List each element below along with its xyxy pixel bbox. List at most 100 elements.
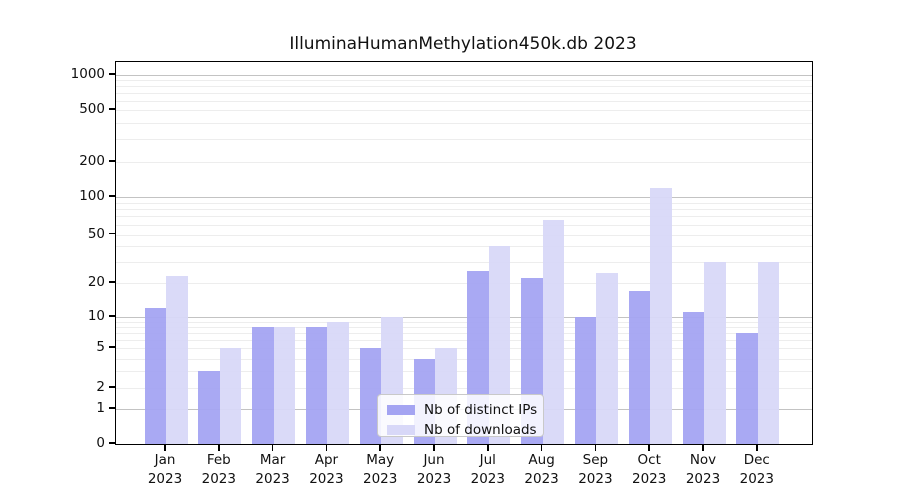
legend-label-downloads: Nb of downloads xyxy=(424,422,537,438)
x-tick-mark xyxy=(756,444,758,451)
gridline-minor xyxy=(116,162,812,163)
bar-distinct-ips xyxy=(682,312,704,444)
gridline-minor xyxy=(116,202,812,204)
legend: Nb of distinct IPs Nb of downloads xyxy=(377,394,544,440)
bar-distinct-ips xyxy=(305,327,328,444)
y-tick-label: 50 xyxy=(87,225,105,242)
y-tick-mark xyxy=(109,442,115,444)
gridline-minor xyxy=(116,340,812,342)
x-tick-mark xyxy=(702,444,704,451)
gridline-minor xyxy=(116,261,812,263)
gridline-minor xyxy=(116,371,812,373)
gridline-minor xyxy=(116,234,812,236)
x-tick-label: Apr 2023 xyxy=(309,452,344,487)
gridline-minor xyxy=(116,348,812,349)
bar-distinct-ips xyxy=(736,333,758,444)
y-tick-label: 2 xyxy=(96,378,105,395)
gridline-minor xyxy=(116,333,812,335)
x-tick-mark xyxy=(433,444,435,451)
x-tick-label: Nov 2023 xyxy=(685,452,721,487)
gridline-major xyxy=(116,74,812,76)
y-tick-mark xyxy=(109,315,115,317)
bar-distinct-ips xyxy=(144,308,166,444)
bar-downloads xyxy=(704,261,726,444)
gridline-minor xyxy=(116,209,812,211)
x-tick-label: Aug 2023 xyxy=(524,452,559,487)
x-tick-label: Mar 2023 xyxy=(255,452,290,487)
x-tick-label: Jun 2023 xyxy=(416,452,452,487)
bar-downloads xyxy=(327,321,349,444)
bar-downloads xyxy=(596,273,618,444)
y-tick-label: 1000 xyxy=(70,65,105,82)
y-tick-mark xyxy=(109,108,115,110)
gridline-major xyxy=(116,316,812,318)
legend-label-distinct-ips: Nb of distinct IPs xyxy=(424,402,538,418)
x-tick-label: Dec 2023 xyxy=(739,452,774,487)
gridline-minor xyxy=(116,100,812,102)
bar-distinct-ips xyxy=(574,317,597,444)
y-tick-label: 1 xyxy=(96,400,105,416)
x-tick-mark xyxy=(379,444,381,451)
y-tick-mark xyxy=(109,73,115,75)
bar-downloads xyxy=(542,220,565,444)
bar-downloads xyxy=(273,327,296,444)
x-tick-label: Jan 2023 xyxy=(147,452,183,487)
bar-distinct-ips xyxy=(628,291,651,444)
y-tick-label: 200 xyxy=(79,153,105,169)
y-tick-mark xyxy=(109,195,115,197)
gridline-minor xyxy=(116,387,812,389)
gridline-minor xyxy=(116,216,812,218)
x-tick-label: Jul 2023 xyxy=(470,452,505,487)
gridline-minor xyxy=(116,110,812,112)
y-tick-mark xyxy=(109,386,115,388)
gridline-minor xyxy=(116,327,812,329)
y-tick-label: 10 xyxy=(87,307,105,324)
gridline-minor xyxy=(116,139,812,141)
x-tick-mark xyxy=(594,444,597,451)
bar-distinct-ips xyxy=(252,327,274,444)
x-tick-mark xyxy=(325,444,328,451)
bar-downloads xyxy=(757,261,780,444)
y-tick-mark xyxy=(109,160,115,162)
gridline-minor xyxy=(116,122,812,124)
y-tick-label: 20 xyxy=(87,273,105,290)
bar-distinct-ips xyxy=(198,371,220,444)
y-tick-mark xyxy=(109,281,115,283)
bar-downloads xyxy=(650,187,672,444)
gridline-major xyxy=(116,196,812,198)
gridline-minor xyxy=(116,282,812,284)
y-tick-label: 0 xyxy=(96,435,105,451)
y-tick-mark xyxy=(109,232,115,235)
bar-distinct-ips xyxy=(359,348,382,444)
legend-item-distinct-ips: Nb of distinct IPs xyxy=(378,400,543,420)
y-tick-label: 5 xyxy=(96,339,105,355)
gridline-minor xyxy=(116,80,812,82)
plot-area: Nb of distinct IPs Nb of downloads xyxy=(115,61,813,445)
legend-item-downloads: Nb of downloads xyxy=(378,420,543,440)
legend-swatch-downloads xyxy=(387,425,415,435)
x-tick-mark xyxy=(487,444,489,451)
gridline-minor xyxy=(116,93,812,95)
chart-title: IlluminaHumanMethylation450k.db 2023 xyxy=(289,34,637,54)
legend-swatch-distinct-ips xyxy=(387,405,415,415)
y-tick-mark xyxy=(109,407,115,409)
x-tick-mark xyxy=(540,444,543,451)
y-tick-mark xyxy=(109,346,115,348)
bar-downloads xyxy=(166,275,188,444)
x-tick-mark xyxy=(648,444,650,451)
x-tick-mark xyxy=(218,444,220,451)
x-tick-label: May 2023 xyxy=(363,452,398,487)
gridline-minor xyxy=(116,246,812,248)
x-tick-mark xyxy=(271,444,274,451)
gridline-minor xyxy=(116,86,812,88)
x-tick-label: Feb 2023 xyxy=(201,452,236,487)
y-tick-label: 100 xyxy=(79,187,105,204)
x-tick-label: Sep 2023 xyxy=(578,452,613,487)
x-tick-mark xyxy=(164,444,166,451)
bar-downloads xyxy=(219,348,242,444)
gridline-minor xyxy=(116,321,812,323)
y-tick-label: 500 xyxy=(79,101,105,118)
x-tick-label: Oct 2023 xyxy=(632,452,667,487)
gridline-minor xyxy=(116,358,812,360)
